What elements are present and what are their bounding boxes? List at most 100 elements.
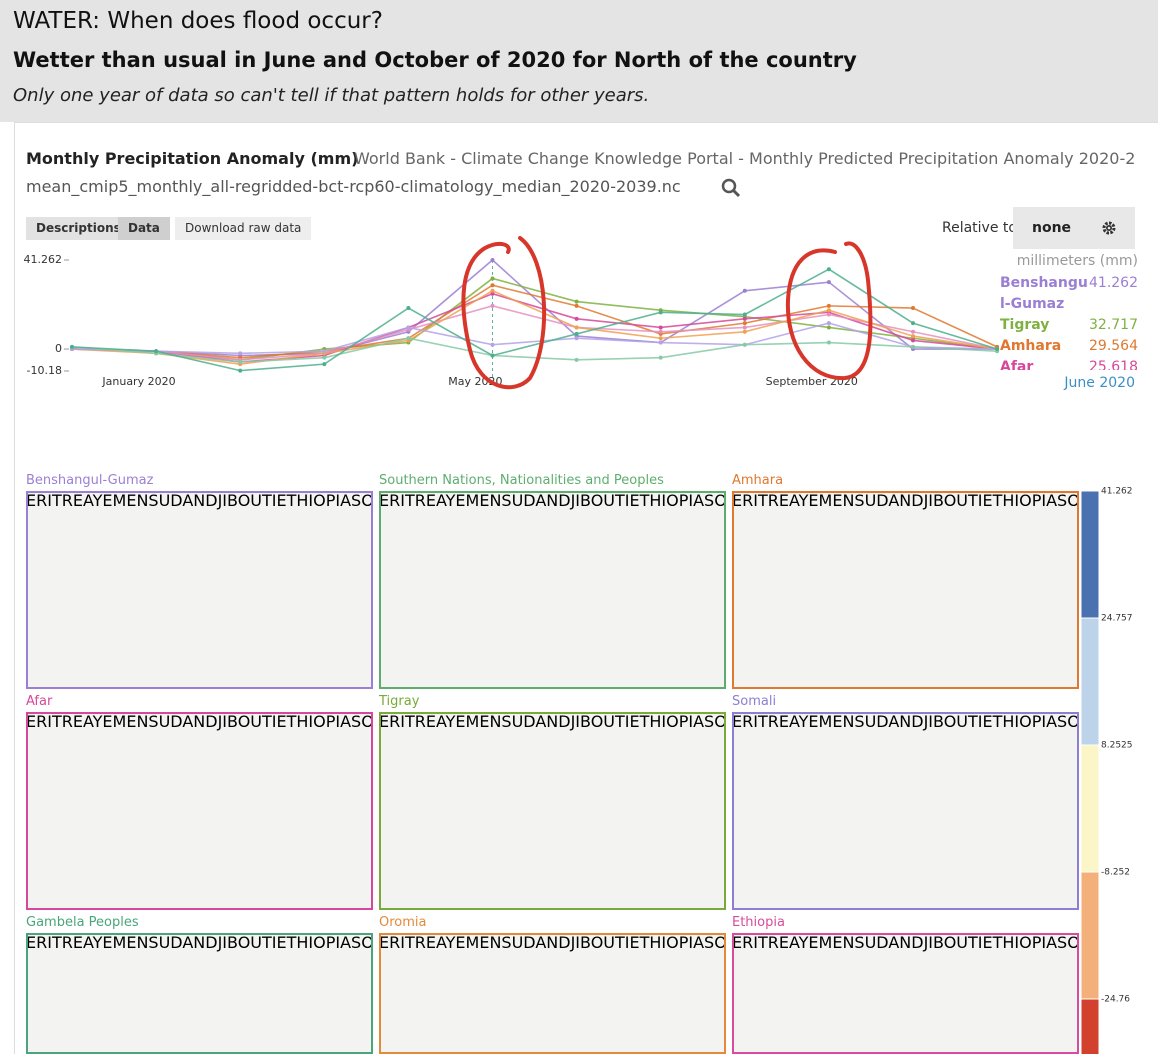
download-button[interactable]: Download raw data [175,217,312,240]
data-point [911,306,915,311]
place-label: ETHIOPIA [629,712,705,731]
search-icon[interactable] [721,178,741,198]
data-point [742,288,747,293]
place-label: ERITREA [732,933,799,952]
data-point [911,344,915,349]
map: ERITREAYEMENSUDANDJIBOUTIETHIOPIASOUTHSU… [26,933,373,952]
map: ERITREAYEMENSUDANDJIBOUTIETHIOPIASOUTHSU… [379,933,726,952]
y-tick-label: 0 [55,342,62,355]
data-point [742,342,747,347]
map-title: Southern Nations, Nationalities and Peop… [379,473,664,488]
data-point [238,351,243,356]
page-title: WATER: When does flood occur? [13,8,383,34]
scale-segment [1080,744,1100,873]
map-title: Gambela Peoples [26,915,139,930]
place-label: YEMEN [798,933,855,952]
data-point [406,306,411,311]
scale-label: 41.262 [1101,487,1133,497]
place-label: ERITREA [26,933,93,952]
place-label: ETHIOPIA [982,933,1058,952]
place-label: YEMEN [445,712,502,731]
place-label: YEMEN [798,712,855,731]
place-label: DJIBOUTI [205,712,277,731]
data-point [826,325,831,330]
data-point [995,347,1000,352]
place-label: ERITREA [26,491,93,510]
data-point [826,308,831,313]
map-title: Ethiopia [732,915,785,930]
place-label: YEMEN [92,491,149,510]
data-point [574,331,579,336]
data-point [911,321,915,326]
data-point [826,267,831,272]
map-panel: ERITREAYEMENSUDANDJIBOUTIETHIOPIASOUTHSU… [379,933,726,1054]
place-label: ERITREA [379,491,446,510]
scale-label: 8.2525 [1101,741,1133,751]
map-title: Benshangul-Gumaz [26,473,154,488]
map-title: Somali [732,694,777,709]
place-label: YEMEN [445,933,502,952]
scale-segment [1080,871,1100,1000]
data-point [490,342,495,347]
gear-icon[interactable] [1102,221,1116,235]
legend-value: 25.618 [1089,359,1138,370]
series-line [71,305,998,361]
place-label: DJIBOUTI [911,933,983,952]
data-point [490,291,495,296]
place-label: ETHIOPIA [276,933,352,952]
legend-name: Afar [1000,359,1034,370]
map-panel: ERITREAYEMENSUDANDJIBOUTIETHIOPIASOUTHSU… [26,712,373,910]
tab-button[interactable]: Data [118,217,170,240]
place-label: DJIBOUTI [558,491,630,510]
map-panel: ERITREAYEMENSUDANDJIBOUTIETHIOPIASOUTHSU… [732,491,1079,689]
legend-entry: Benshangul-Gumaz 41.262 [1000,273,1138,315]
data-point [574,336,579,341]
map: ERITREAYEMENSUDANDJIBOUTIETHIOPIASOUTHSU… [379,712,726,731]
map-panel: ERITREAYEMENSUDANDJIBOUTIETHIOPIASOUTHSU… [732,712,1079,910]
header: WATER: When does flood occur? Wetter tha… [0,0,1158,122]
data-point [826,340,831,345]
data-point [658,355,663,360]
annotation-circle [785,241,873,381]
data-point [742,316,747,321]
tab-button[interactable]: Descriptions [26,217,131,240]
series-line [71,289,998,365]
data-point [658,340,663,345]
map: ERITREAYEMENSUDANDJIBOUTIETHIOPIASOUTHSU… [26,491,371,510]
relative-select[interactable]: none [1013,207,1135,249]
place-label: ETHIOPIA [982,491,1058,510]
place-label: ETHIOPIA [276,491,352,510]
place-label: SOUTH [1057,712,1079,731]
place-label: SOUTH [704,933,726,952]
relative-value[interactable]: none [1032,220,1072,236]
file-name: mean_cmip5_monthly_all-regridded-bct-rcp… [26,177,681,196]
y-tick-label: 41.262 [24,253,63,266]
place-label: ERITREA [379,712,446,731]
data-point [574,357,579,362]
map: ERITREAYEMENSUDANDJIBOUTIETHIOPIASOUTHSU… [734,712,1079,731]
map-title: Oromia [379,915,427,930]
place-label: SOUTH [704,712,726,731]
data-point [742,329,747,334]
data-point [406,336,411,341]
data-point [490,303,495,308]
place-label: ETHIOPIA [629,491,705,510]
place-label: SUDAN [854,933,912,952]
data-point [70,344,74,349]
map-panel: ERITREAYEMENSUDANDJIBOUTIETHIOPIASOUTHSU… [26,491,373,689]
legend-name: Tigray [1000,317,1050,333]
annotation-circle [461,236,547,390]
place-label: SUDAN [501,933,559,952]
place-label: DJIBOUTI [911,491,983,510]
page-note: Only one year of data so can't tell if t… [13,85,650,106]
map: ERITREAYEMENSUDANDJIBOUTIETHIOPIASOUTHSU… [28,712,371,731]
series-line [71,258,998,357]
data-point [574,325,579,330]
data-point [658,329,663,334]
place-label: SOUTH [351,933,373,952]
y-tick-label: -10.18 [27,364,62,377]
place-label: ERITREA [379,933,446,952]
place-label: DJIBOUTI [558,712,630,731]
place-label: ETHIOPIA [982,712,1058,731]
place-label: SUDAN [148,491,206,510]
